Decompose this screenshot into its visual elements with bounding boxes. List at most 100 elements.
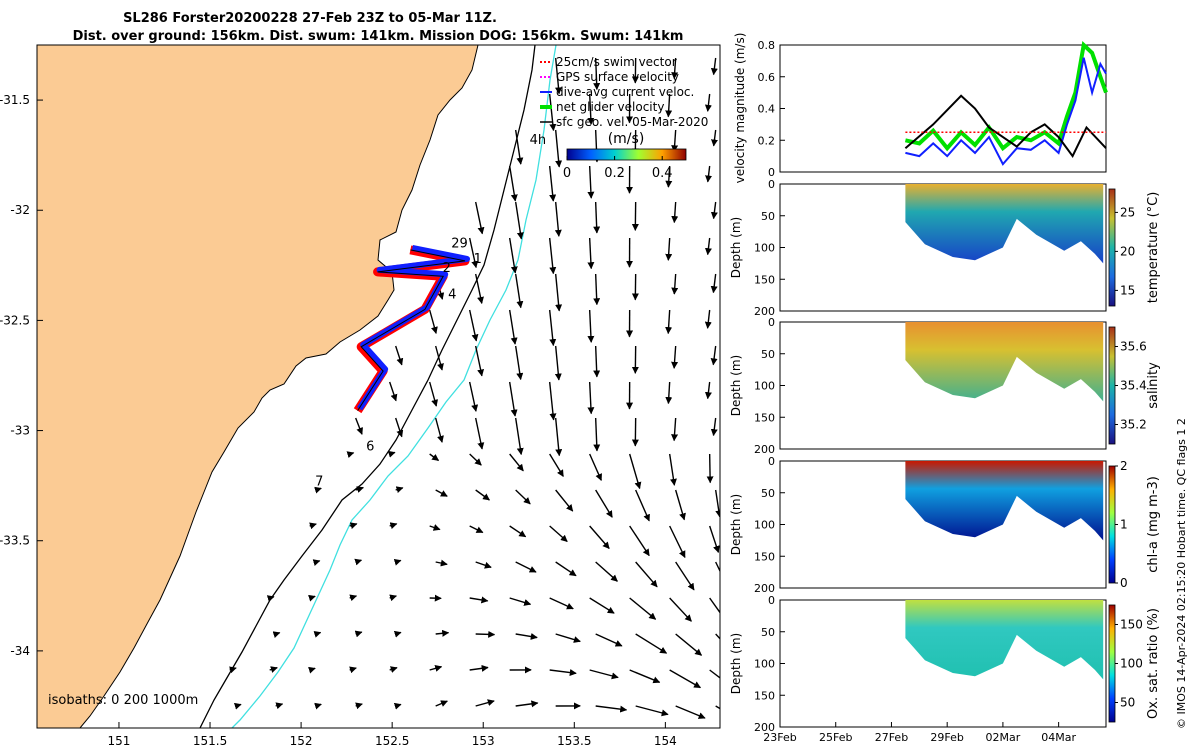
velocity-vector-arrow	[393, 630, 402, 638]
velocity-vector-arrow	[508, 381, 518, 417]
velocity-vector-arrow	[435, 629, 450, 637]
day-label: 29	[451, 237, 468, 252]
velocity-vector-arrow	[469, 453, 482, 466]
velocity-vector-arrow	[589, 669, 619, 680]
velocity-vector-arrow	[508, 309, 518, 345]
velocity-vector-arrow	[346, 451, 355, 458]
velocity-vector-arrow	[475, 561, 492, 569]
glider-track	[353, 244, 470, 414]
velocity-vector-arrow	[349, 522, 358, 530]
velocity-vector-arrow	[349, 666, 357, 674]
velocity-vector-arrow	[669, 597, 692, 622]
section-colorbar	[1108, 465, 1116, 584]
isobath-1000m	[231, 45, 557, 728]
velocity-vector-arrow	[429, 524, 441, 531]
velocity-vector-arrow	[595, 489, 613, 518]
velocity-vector-arrow	[629, 597, 657, 620]
velocity-y-tick-label: 0	[768, 166, 775, 179]
velocity-vector-arrow	[275, 702, 284, 710]
velocity-vector-arrow	[508, 165, 518, 202]
velocity-vector-arrow	[665, 309, 673, 335]
velocity-vector-arrow	[548, 237, 557, 275]
map-x-tick-label: 151.5	[193, 734, 227, 748]
velocity-vector-arrow	[665, 93, 673, 118]
section-colorbar	[1108, 326, 1116, 445]
section-y-tick-label: 100	[754, 242, 775, 255]
velocity-vector-arrow	[272, 631, 281, 638]
day-label: 4h	[530, 133, 547, 148]
velocity-vector-arrow	[635, 489, 650, 522]
track-dive-band	[357, 244, 470, 411]
velocity-vector-arrow	[704, 237, 712, 256]
velocity-vector-arrow	[710, 201, 718, 220]
map-latitude-ticks: -31.5 -32 -32.5 -33 -33.5 -34	[0, 93, 43, 658]
map-frame	[36, 44, 721, 729]
section-y-tick-label: 150	[754, 411, 775, 424]
section-y-tick-label: 200	[754, 582, 775, 595]
velocity-vector-arrow	[587, 93, 595, 125]
section-colorbar-tick-label: 100	[1120, 657, 1143, 671]
section-colorbar-tick-label: 15	[1120, 283, 1135, 297]
velocity-vector-arrow	[715, 633, 720, 640]
velocity-vector-arrow	[587, 309, 595, 343]
velocity-vector-arrow	[435, 489, 448, 497]
section-colorbar-tick-label: 35.2	[1120, 418, 1147, 432]
velocity-vector-arrow	[671, 57, 679, 80]
velocity-series	[904, 41, 1108, 166]
velocity-vector-arrow	[393, 702, 402, 710]
velocity-vector-arrow	[635, 633, 668, 654]
velocity-vector-arrow	[715, 561, 720, 573]
section-data-patch	[905, 322, 1104, 402]
velocity-vector-arrow	[710, 57, 718, 76]
velocity-vector-arrow	[475, 489, 490, 501]
section-colorbar-tick-label: 35.4	[1120, 379, 1147, 393]
velocity-vector-arrow	[309, 522, 317, 530]
time-tick-label: 02Mar	[986, 731, 1021, 744]
section-colorbar-tick-label: 2	[1120, 459, 1128, 473]
velocity-vector-arrow	[554, 273, 563, 312]
section-y-tick-label: 0	[768, 455, 775, 468]
section-data-patch	[905, 461, 1104, 541]
velocity-vector-arrow	[595, 705, 628, 713]
velocity-vector-arrow	[555, 633, 581, 643]
velocity-vector-arrow	[555, 561, 577, 577]
velocity-vector-arrow	[671, 129, 679, 153]
velocity-vector-arrow	[429, 665, 443, 672]
section-colorbar	[1108, 604, 1116, 723]
velocity-vector-arrow	[710, 273, 718, 294]
speed-colorbar-label: (m/s)	[608, 131, 645, 147]
velocity-vector-arrow	[389, 666, 398, 673]
velocity-vector-arrow	[587, 165, 595, 199]
figure-title-line2: Dist. over ground: 156km. Dist. swum: 14…	[73, 29, 684, 44]
velocity-vector-arrow	[629, 669, 661, 684]
velocity-vector-arrow	[554, 417, 563, 457]
velocity-vector-arrow	[671, 345, 679, 369]
section-y-tick-label: 100	[754, 519, 775, 532]
velocity-vector-arrow	[314, 486, 322, 494]
time-axis: 23Feb 25Feb 27Feb 29Feb 02Mar 04Mar	[763, 722, 1076, 744]
velocity-vector-arrow	[668, 453, 677, 486]
velocity-vector-arrow	[389, 381, 398, 402]
velocity-vector-arrow	[395, 345, 404, 366]
section-y-tick-label: 200	[754, 443, 775, 456]
velocity-vector-arrow	[628, 453, 642, 490]
speed-colorbar-ticks: 0 0.2 0.4	[563, 156, 673, 181]
velocity-vector-arrow	[595, 561, 618, 582]
section-y-label: Depth (m)	[729, 633, 743, 694]
velocity-vector-arrow	[711, 129, 718, 147]
velocity-vector-arrow	[669, 525, 686, 559]
velocity-vector-arrow	[395, 417, 404, 438]
velocity-y-label: velocity magnitude (m/s)	[733, 33, 747, 184]
velocity-y-tick-label: 0.8	[758, 39, 776, 52]
legend-net-velocity: net glider velocity	[556, 100, 664, 114]
velocity-vector-arrow	[354, 630, 363, 638]
section-colorbar-label: temperature (°C)	[1146, 192, 1161, 304]
velocity-vector-arrow	[313, 630, 322, 638]
velocity-vector-arrow	[554, 345, 562, 381]
velocity-vector-arrow	[704, 93, 712, 112]
section-colorbar-label: salinity	[1146, 362, 1161, 409]
velocity-vector-arrow	[269, 666, 278, 673]
section-y-tick-label: 100	[754, 658, 775, 671]
surface-velocity-vectors	[229, 57, 720, 719]
